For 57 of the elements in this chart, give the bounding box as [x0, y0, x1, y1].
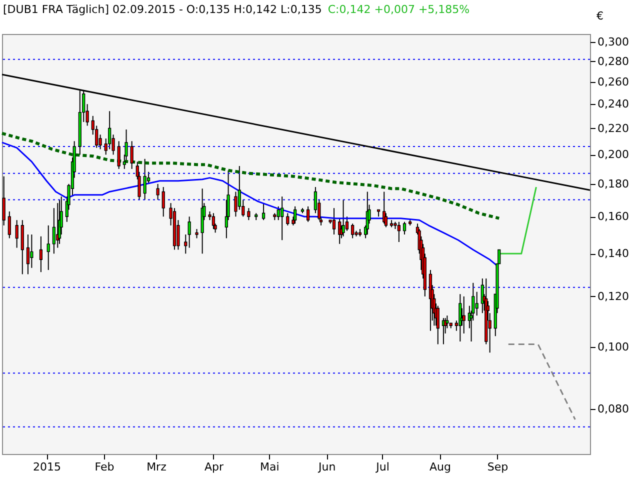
candlestick	[475, 291, 478, 316]
candlestick	[46, 224, 50, 270]
y-tick-label: 0,280	[598, 54, 629, 68]
candlestick	[294, 206, 297, 224]
y-tick-label: 0,300	[598, 36, 629, 49]
y-tick-label: 0,160	[598, 210, 629, 224]
candlestick	[342, 199, 345, 237]
candlestick	[436, 305, 440, 345]
candlestick	[143, 158, 146, 200]
candlestick	[286, 212, 290, 226]
candlestick	[306, 206, 310, 222]
candlestick	[332, 208, 336, 236]
y-axis-title: €	[596, 10, 604, 22]
line-series	[0, 132, 501, 220]
candlestick	[8, 210, 11, 239]
x-tick-label: Mrz	[146, 460, 167, 474]
y-tick-label: 0,240	[598, 98, 629, 111]
candlestick	[30, 234, 34, 268]
candlestick	[162, 186, 165, 218]
candlestick	[2, 176, 6, 226]
candlestick	[130, 140, 134, 170]
candlestick	[212, 212, 216, 230]
candlestick	[188, 216, 191, 248]
y-tick-label: 0,080	[598, 402, 629, 416]
candlestick	[247, 208, 250, 221]
y-tick-label: 0,200	[598, 148, 629, 162]
y-tick-label: 0,260	[598, 75, 629, 88]
candlestick	[262, 202, 266, 221]
candlestick	[397, 221, 400, 243]
y-tick-label: 0,120	[598, 290, 629, 303]
candlestick	[156, 183, 160, 200]
x-tick-label: Apr	[204, 460, 224, 474]
candlestick	[15, 220, 18, 248]
chart-title: [DUB1 FRA Täglich] 02.09.2015 - O:0,135 H:0,142 L:0,135	[3, 3, 322, 16]
candlestick	[184, 234, 188, 254]
candlestick	[195, 228, 198, 239]
candlestick	[458, 294, 462, 342]
x-tick-label: 2015	[33, 460, 62, 474]
x-tick-label: Sep	[487, 460, 508, 474]
candlestick	[462, 296, 466, 334]
candlestick	[39, 236, 43, 273]
candlestick	[26, 234, 30, 275]
x-tick-label: Feb	[94, 460, 114, 474]
candlestick	[351, 223, 354, 239]
x-tick-label: Mai	[260, 460, 280, 474]
y-tick-label: 0,100	[598, 340, 629, 354]
x-tick-label: Jul	[375, 460, 390, 474]
candlestick	[117, 140, 120, 170]
y-tick-label: 0,180	[598, 177, 629, 190]
y-tick-label: 0,220	[598, 122, 629, 135]
x-tick-label: Jun	[318, 460, 336, 474]
candlestick	[276, 206, 280, 221]
chart-subtitle: C:0,142 +0,007 +5,185%	[328, 3, 470, 16]
x-tick-label: Aug	[430, 460, 451, 474]
y-tick-label: 0,140	[598, 247, 629, 260]
candlestick	[280, 196, 284, 241]
candlestick	[402, 221, 406, 236]
